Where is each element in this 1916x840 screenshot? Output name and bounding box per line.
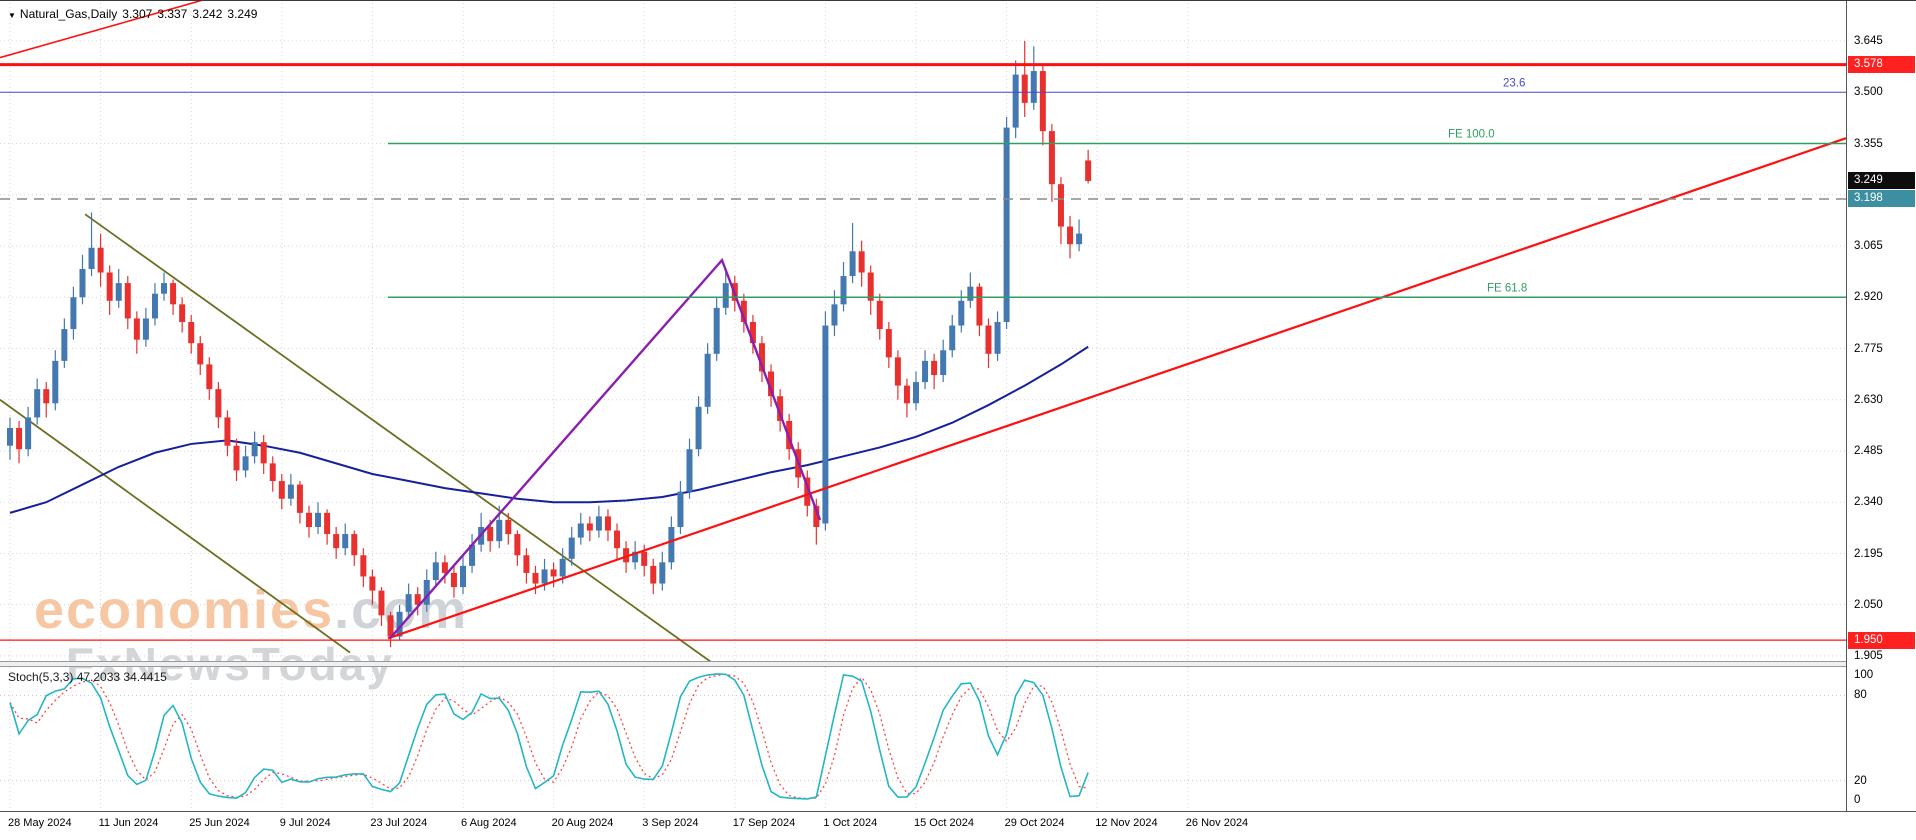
price-tick: 2.920	[1854, 291, 1883, 304]
date-label: 1 Oct 2024	[823, 817, 878, 829]
price-axis[interactable]: 3.645 3.500 3.355 3.065 2.920 2.775 2.630 2.485…	[1846, 1, 1916, 811]
svg-text:FE 61.8: FE 61.8	[1487, 282, 1527, 294]
price-tick: 2.050	[1854, 598, 1883, 611]
date-label: 15 Oct 2024	[914, 817, 974, 829]
price-tick: 3.065	[1854, 240, 1883, 252]
moving-average-line	[9, 345, 1089, 514]
price-tick: 2.630	[1854, 393, 1883, 406]
price-tick: 3.355	[1854, 137, 1883, 150]
stoch-scale-tick: 80	[1854, 689, 1867, 702]
svg-text:FE 100.0: FE 100.0	[1448, 129, 1495, 141]
grid-lines	[0, 3, 1846, 809]
price-tick: 2.195	[1854, 547, 1883, 560]
pane-separator	[0, 661, 1846, 667]
date-label: 17 Sep 2024	[732, 817, 796, 829]
price-badge: 3.249	[1848, 172, 1915, 190]
watermark-economies-text: economies	[34, 580, 335, 640]
date-label: 11 Jun 2024	[98, 817, 159, 829]
date-label: 29 Oct 2024	[1004, 817, 1065, 829]
quote-close: 3.249	[227, 7, 258, 21]
date-label: 20 Aug 2024	[551, 817, 614, 829]
date-label: 9 Jul 2024	[279, 817, 331, 829]
date-label: 6 Aug 2024	[461, 817, 517, 829]
date-label: 28 May 2024	[8, 817, 72, 829]
horizontal-levels: 23.6 FE 100.0 FE 61.8	[0, 63, 1846, 641]
candlesticks	[7, 41, 1092, 648]
main-chart-svg[interactable]: 23.6 FE 100.0 FE 61.8	[0, 1, 1846, 811]
date-label: 12 Nov 2024	[1095, 817, 1158, 829]
price-tick: 2.485	[1854, 445, 1883, 457]
price-badge: 1.950	[1848, 631, 1915, 649]
time-axis[interactable]: 28 May 2024 11 Jun 2024 25 Jun 2024 9 Jul 2…	[0, 811, 1916, 840]
stoch-scale-tick: 100	[1854, 669, 1874, 681]
stoch-scale-tick: 0	[1854, 794, 1861, 806]
chart-canvas[interactable]: economies.com FxNewsToday 23.6 FE 100.0 FE…	[0, 1, 1846, 811]
stoch-scale-tick: 20	[1854, 774, 1867, 787]
price-tick: 2.775	[1854, 342, 1883, 355]
svg-text:23.6: 23.6	[1503, 77, 1525, 89]
price-tick: 3.500	[1854, 86, 1883, 99]
date-label: 26 Nov 2024	[1185, 817, 1249, 829]
price-tick: 2.340	[1854, 496, 1883, 509]
date-label: 23 Jul 2024	[370, 817, 428, 829]
quote-low: 3.242	[192, 7, 223, 21]
quote-header: ▼ Natural_Gas,Daily 3.307 3.337 3.242 3.249	[8, 7, 262, 21]
date-label: 25 Jun 2024	[189, 817, 250, 829]
price-badge: 3.198	[1848, 190, 1915, 208]
price-tick: 3.645	[1854, 35, 1883, 47]
price-badge: 3.578	[1848, 56, 1915, 74]
quote-high: 3.337	[157, 7, 188, 21]
date-label: 3 Sep 2024	[642, 817, 699, 829]
stochastic-label: Stoch(5,3,3) 47.2033 34.4415	[8, 670, 167, 684]
quote-open: 3.307	[122, 7, 153, 21]
stochastic-lines	[9, 673, 1089, 800]
channel-trendlines	[0, 213, 712, 661]
trendlines	[0, 1, 1846, 640]
price-tick: 1.905	[1854, 650, 1883, 662]
symbol-marker-icon: ▼	[8, 11, 16, 20]
symbol-label: Natural_Gas,Daily	[19, 7, 118, 21]
